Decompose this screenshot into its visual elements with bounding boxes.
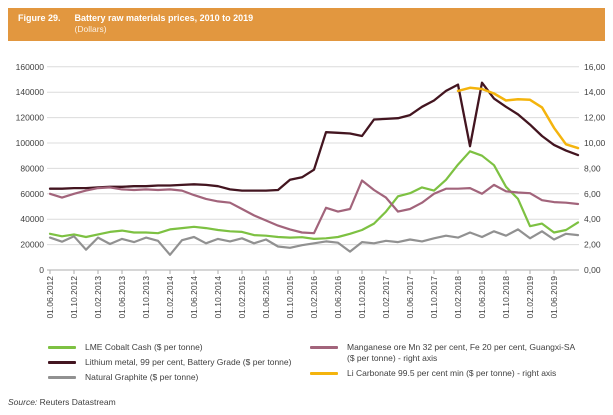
legend-item: Li Carbonate 99.5 per cent min ($ per to…	[310, 368, 578, 379]
legend-column-right: Manganese ore Mn 32 per cent, Fe 20 per …	[310, 342, 578, 383]
right-axis-tick-label: 0,00	[584, 265, 601, 275]
x-axis-tick-label: 01.10.2017	[429, 276, 439, 319]
legend-item: Manganese ore Mn 32 per cent, Fe 20 per …	[310, 342, 578, 364]
left-axis-tick-label: 60000	[20, 189, 44, 199]
legend-swatch	[310, 346, 338, 349]
chart-svg: 0 0,00 20000 2,00 40000 4,00 60000 6,00 80000 8,0…	[16, 62, 606, 319]
figure-number: Figure 29.	[18, 13, 61, 23]
legend-swatch	[310, 372, 338, 375]
right-axis-tick-label: 12,00	[584, 113, 606, 123]
legend-label: LME Cobalt Cash ($ per tonne)	[85, 342, 203, 352]
legend-item: Lithium metal, 99 per cent, Battery Grad…	[48, 357, 308, 368]
x-axis-tick-label: 01.02.2015	[237, 276, 247, 319]
legend-swatch	[48, 346, 76, 349]
x-axis-tick-label: 01.02.2013	[93, 276, 103, 319]
x-axis-tick-label: 01.10.2012	[69, 276, 79, 319]
legend-label: Manganese ore Mn 32 per cent, Fe 20 per …	[347, 342, 575, 363]
legend-swatch	[48, 376, 76, 379]
legend-column-left: LME Cobalt Cash ($ per tonne) Lithium met…	[48, 342, 308, 387]
page-subtitle: (Dollars)	[74, 24, 107, 34]
source-text: Reuters Datastream	[37, 397, 116, 407]
x-axis-tick-label: 01.06.2013	[117, 276, 127, 319]
x-axis-tick-label: 01.02.2017	[381, 276, 391, 319]
right-axis-tick-label: 14,00	[584, 87, 606, 97]
x-axis-tick-label: 01.06.2014	[189, 276, 199, 319]
left-axis-tick-label: 80000	[20, 163, 44, 173]
right-axis-tick-label: 2,00	[584, 240, 601, 250]
x-axis-tick-label: 01.06.2016	[333, 276, 343, 319]
source-note: Source: Reuters Datastream	[8, 397, 116, 407]
x-axis-tick-label: 01.02.2014	[165, 276, 175, 319]
left-axis-tick-label: 120000	[16, 113, 45, 123]
left-axis-tick-label: 100000	[16, 138, 45, 148]
right-axis-tick-label: 6,00	[584, 189, 601, 199]
source-prefix: Source:	[8, 397, 38, 407]
legend-label: Li Carbonate 99.5 per cent min ($ per to…	[347, 368, 557, 378]
x-axis-tick-label: 01.10.2018	[501, 276, 511, 319]
title-block: Battery raw materials prices, 2010 to 20…	[75, 13, 254, 34]
page-title: Battery raw materials prices, 2010 to 20…	[74, 13, 254, 23]
x-axis-tick-label: 01.06.2015	[261, 276, 271, 319]
series-manganese	[48, 179, 580, 235]
x-axis-tick-label: 01.10.2014	[213, 276, 223, 319]
x-axis-tick-label: 01.02.2019	[525, 276, 535, 319]
left-axis-tick-label: 160000	[16, 62, 45, 72]
x-axis-tick-label: 01.06.2017	[405, 276, 415, 319]
right-axis-tick-label: 8,00	[584, 163, 601, 173]
left-axis-tick-label: 0	[39, 265, 44, 275]
legend-label: Natural Graphite ($ per tonne)	[85, 372, 199, 382]
x-axis-tick-label: 01.06.2012	[45, 276, 55, 319]
series-cobalt	[48, 150, 580, 240]
x-axis-tick-label: 01.10.2015	[285, 276, 295, 319]
x-axis-tick-label: 01.06.2019	[549, 276, 559, 319]
legend-label: Lithium metal, 99 per cent, Battery Grad…	[85, 357, 292, 367]
x-axis-tick-label: 01.06.2018	[477, 276, 487, 319]
right-axis-tick-label: 10,00	[584, 138, 606, 148]
left-axis-tick-label: 140000	[16, 87, 45, 97]
figure-header-bar: Figure 29. Battery raw materials prices,…	[8, 8, 605, 41]
right-axis-tick-label: 16,00	[584, 62, 606, 72]
legend-item: Natural Graphite ($ per tonne)	[48, 372, 308, 383]
x-axis-tick-label: 01.10.2013	[141, 276, 151, 319]
legend-swatch	[48, 361, 76, 364]
legend-item: LME Cobalt Cash ($ per tonne)	[48, 342, 308, 353]
x-axis-tick-label: 01.10.2016	[357, 276, 367, 319]
left-axis-tick-label: 20000	[20, 240, 44, 250]
series-li-carbonate	[456, 86, 580, 150]
x-axis-tick-label: 01.02.2018	[453, 276, 463, 319]
right-axis-tick-label: 4,00	[584, 214, 601, 224]
left-axis-tick-label: 40000	[20, 214, 44, 224]
series-graphite	[48, 228, 580, 256]
x-axis-tick-label: 01.02.2016	[309, 276, 319, 319]
